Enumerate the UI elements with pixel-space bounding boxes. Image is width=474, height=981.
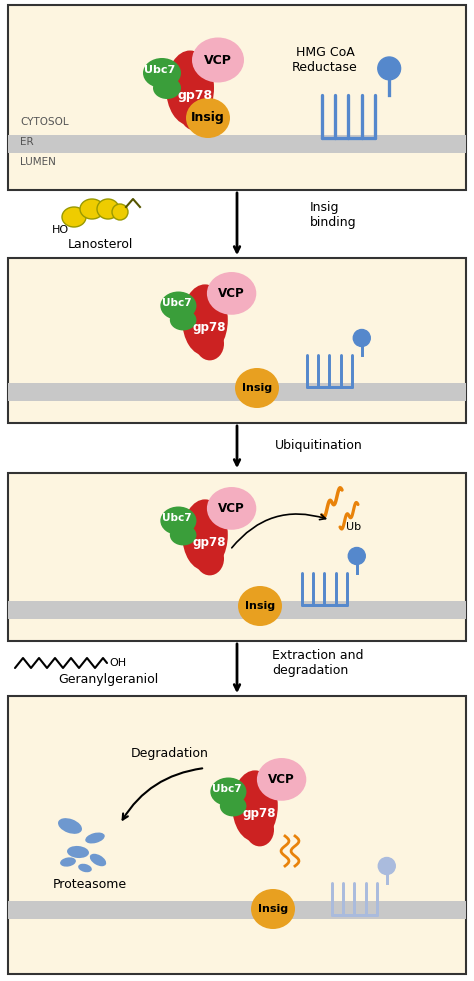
Ellipse shape: [58, 818, 82, 834]
Text: OH: OH: [109, 658, 126, 668]
Text: Insig
binding: Insig binding: [310, 201, 356, 229]
Text: Ubc7: Ubc7: [162, 513, 191, 523]
Ellipse shape: [257, 758, 306, 800]
Text: gp78: gp78: [193, 321, 227, 335]
Text: LUMEN: LUMEN: [20, 157, 56, 167]
Ellipse shape: [160, 291, 196, 320]
Text: Insig: Insig: [245, 601, 275, 611]
Ellipse shape: [97, 199, 119, 219]
Ellipse shape: [67, 846, 89, 858]
Ellipse shape: [207, 272, 256, 315]
Text: gp78: gp78: [177, 89, 212, 102]
Ellipse shape: [186, 98, 230, 138]
Ellipse shape: [220, 796, 246, 816]
Ellipse shape: [62, 207, 86, 227]
Ellipse shape: [85, 833, 105, 844]
Text: HMG CoA
Reductase: HMG CoA Reductase: [292, 46, 358, 74]
Text: Insig: Insig: [258, 904, 288, 914]
FancyBboxPatch shape: [8, 696, 466, 974]
Circle shape: [353, 330, 370, 346]
FancyBboxPatch shape: [8, 135, 466, 153]
Text: VCP: VCP: [218, 286, 245, 300]
Ellipse shape: [232, 770, 278, 842]
FancyBboxPatch shape: [8, 473, 466, 641]
Ellipse shape: [143, 58, 181, 88]
Ellipse shape: [160, 506, 196, 535]
Ellipse shape: [153, 77, 181, 99]
Ellipse shape: [78, 863, 92, 872]
Ellipse shape: [235, 368, 279, 408]
Ellipse shape: [80, 199, 104, 219]
Ellipse shape: [60, 857, 76, 866]
Text: gp78: gp78: [193, 536, 227, 549]
Text: Extraction and
degradation: Extraction and degradation: [272, 649, 364, 677]
Circle shape: [348, 547, 365, 564]
Ellipse shape: [246, 813, 274, 847]
Text: Ubc7: Ubc7: [162, 298, 191, 308]
Text: HO: HO: [52, 225, 69, 235]
Text: Ubc7: Ubc7: [145, 65, 176, 75]
FancyBboxPatch shape: [8, 5, 466, 190]
Text: VCP: VCP: [268, 773, 295, 786]
Ellipse shape: [238, 586, 282, 626]
Text: CYTOSOL: CYTOSOL: [20, 117, 69, 127]
Ellipse shape: [166, 50, 214, 126]
Text: Insig: Insig: [242, 383, 272, 393]
FancyBboxPatch shape: [8, 601, 466, 619]
Text: Ubc7: Ubc7: [212, 784, 241, 794]
Ellipse shape: [90, 853, 106, 866]
Text: ER: ER: [20, 137, 34, 147]
Text: VCP: VCP: [218, 502, 245, 515]
Ellipse shape: [210, 778, 246, 806]
FancyBboxPatch shape: [8, 258, 466, 423]
Ellipse shape: [207, 487, 256, 530]
Ellipse shape: [195, 542, 224, 576]
Text: Proteasome: Proteasome: [53, 877, 127, 891]
Ellipse shape: [112, 204, 128, 220]
Ellipse shape: [182, 499, 228, 571]
FancyBboxPatch shape: [8, 901, 466, 919]
FancyBboxPatch shape: [8, 383, 466, 401]
Text: Ub: Ub: [346, 522, 362, 532]
Text: Geranylgeraniol: Geranylgeraniol: [58, 673, 158, 686]
Ellipse shape: [182, 284, 228, 356]
Text: Ubiquitination: Ubiquitination: [275, 439, 363, 451]
Text: gp78: gp78: [243, 807, 276, 820]
Ellipse shape: [195, 327, 224, 360]
Circle shape: [378, 57, 401, 79]
Text: VCP: VCP: [204, 54, 232, 67]
Ellipse shape: [251, 889, 295, 929]
Ellipse shape: [192, 37, 244, 82]
Text: Lanosterol: Lanosterol: [67, 238, 133, 251]
Text: Insig: Insig: [191, 112, 225, 125]
Ellipse shape: [170, 310, 196, 331]
Ellipse shape: [180, 95, 210, 130]
Text: Degradation: Degradation: [131, 748, 209, 760]
Ellipse shape: [170, 525, 196, 545]
Circle shape: [378, 857, 395, 874]
